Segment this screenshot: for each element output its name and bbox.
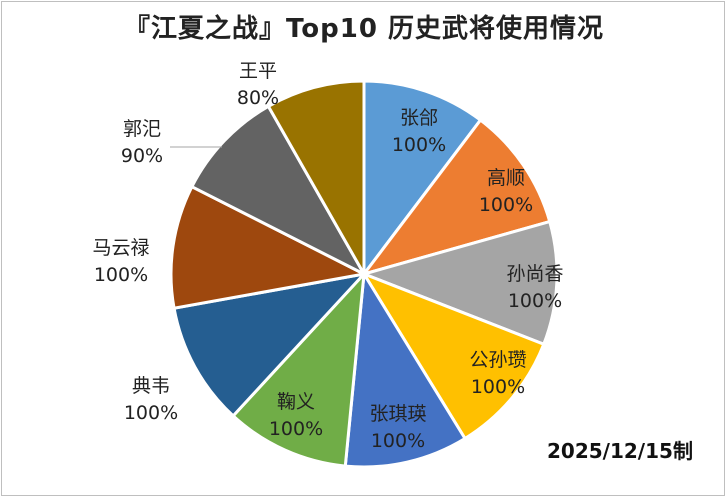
slice-value-label: 100% <box>371 430 425 452</box>
slice-value-label: 100% <box>392 134 446 156</box>
slice-name-label: 鞠义 <box>277 391 315 413</box>
pie-slice-7 <box>172 271 369 418</box>
slice-value-label: 100% <box>124 402 178 424</box>
slice-name-label: 王平 <box>239 60 277 82</box>
slice-name-label: 张郃 <box>400 107 438 129</box>
slice-value-label: 100% <box>471 376 525 398</box>
slice-name-label: 马云禄 <box>92 237 149 259</box>
slice-value-label: 100% <box>269 418 323 440</box>
slice-name-label: 孙尚香 <box>506 263 563 285</box>
pie-slice-6 <box>231 269 366 468</box>
pie-slice-9 <box>189 104 368 278</box>
slice-value-label: 100% <box>508 290 562 312</box>
date-note: 2025/12/15制 <box>547 439 693 463</box>
slice-name-label: 高顺 <box>487 167 525 189</box>
pie-slices <box>169 79 559 469</box>
slice-name-label: 张琪瑛 <box>369 403 426 425</box>
slice-name-label: 郭汜 <box>123 118 161 140</box>
slice-value-label: 100% <box>94 264 148 286</box>
slice-labels: 张郃 100% 高顺 100% 孙尚香 100% 公孙瓒 100% 张琪瑛 100% 鞠义 100% 典… <box>92 60 563 452</box>
pie-slice-4 <box>360 270 546 441</box>
slice-value-label: 100% <box>479 194 533 216</box>
chart-title: 『江夏之战』Top10 历史武将使用情况 <box>124 14 604 44</box>
pie-slice-1 <box>362 79 483 279</box>
slice-value-label: 90% <box>121 145 163 167</box>
pie-slice-8 <box>169 184 369 310</box>
pie-slice-2 <box>360 117 552 277</box>
pie-slice-5 <box>343 269 468 469</box>
slice-name-label: 典韦 <box>132 375 170 397</box>
slice-name-label: 公孙瓒 <box>469 349 526 371</box>
slice-value-label: 80% <box>237 87 279 109</box>
pie-slice-3 <box>359 219 559 347</box>
pie-slice-10 <box>266 79 366 280</box>
